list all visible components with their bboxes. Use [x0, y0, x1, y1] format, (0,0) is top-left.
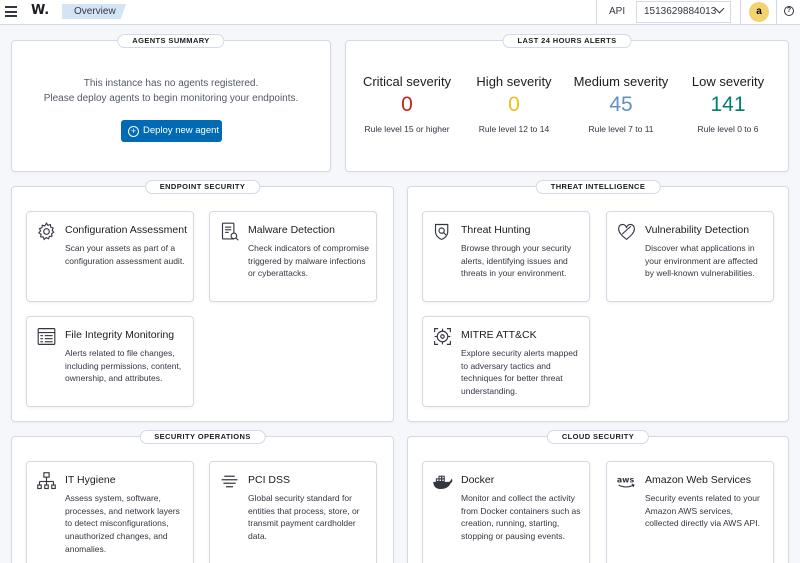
divider [596, 0, 597, 25]
malware-detection-card[interactable]: Malware Detection Check indicators of co… [209, 211, 377, 302]
docker-card[interactable]: Docker Monitor and collect the activity … [422, 461, 590, 563]
document-icon [219, 221, 240, 242]
card-title: Docker [461, 474, 495, 486]
severity-count[interactable]: 0 [508, 93, 520, 116]
card-description: Explore security alerts mapped to advers… [461, 348, 578, 397]
severity-rule: Rule level 12 to 14 [478, 124, 550, 134]
pci-dss-card[interactable]: PCI DSS Global security standard for ent… [209, 461, 377, 563]
no-agents-message: This instance has no agents registered. … [12, 76, 330, 106]
it-hygiene-card[interactable]: IT Hygiene Assess system, software, proc… [26, 461, 194, 563]
aws-icon: aws [616, 471, 637, 492]
lines-icon [219, 471, 240, 492]
amazon-web-services-card[interactable]: aws Amazon Web Services Security events … [606, 461, 774, 563]
threat-hunting-card[interactable]: Threat Hunting Browse through your secur… [422, 211, 590, 302]
mitre-attack-card[interactable]: MITRE ATT&CK Explore security alerts map… [422, 316, 590, 407]
heart-shield-icon [616, 221, 637, 242]
network-icon [36, 471, 57, 492]
endpoint-security-title: ENDPOINT SECURITY [144, 180, 261, 194]
severity-name: Low severity [691, 74, 765, 89]
user-avatar[interactable]: a [749, 2, 769, 22]
card-description: Scan your assets as part of a configurat… [65, 243, 185, 266]
agents-summary-title: AGENTS SUMMARY [117, 34, 225, 48]
card-title: Vulnerability Detection [645, 224, 750, 236]
severity-count[interactable]: 0 [401, 93, 413, 116]
security-operations-title: SECURITY OPERATIONS [139, 430, 266, 444]
severity-name: Medium severity [573, 74, 669, 89]
card-description: Discover what applications in your envir… [645, 243, 758, 279]
target-icon [432, 326, 453, 347]
svg-text:aws: aws [617, 475, 635, 484]
plus-circle-icon: + [128, 125, 139, 137]
card-description: Global security standard for entities th… [248, 493, 360, 542]
card-description: Check indicators of compromise triggered… [248, 243, 369, 279]
severity-name: High severity [476, 74, 552, 89]
table-icon [36, 326, 57, 347]
card-description: Monitor and collect the activity from Do… [461, 493, 581, 542]
vulnerability-detection-card[interactable]: Vulnerability Detection Discover what ap… [606, 211, 774, 302]
card-title: Configuration Assessment [65, 224, 187, 236]
top-header: W. Overview API 1513629884013 a ? [0, 0, 800, 25]
app-logo[interactable]: W. [31, 3, 50, 18]
card-title: Amazon Web Services [645, 474, 752, 486]
api-label[interactable]: API [609, 6, 626, 17]
alerts-title: LAST 24 HOURS ALERTS [502, 34, 632, 48]
no-agents-line2: Please deploy agents to begin monitoring… [43, 93, 299, 104]
card-title: File Integrity Monitoring [65, 329, 175, 341]
severity-count[interactable]: 141 [710, 93, 746, 116]
card-title: PCI DSS [248, 474, 291, 486]
card-title: MITRE ATT&CK [461, 329, 537, 341]
shield-search-icon [432, 221, 453, 242]
divider [776, 0, 777, 25]
deploy-new-agent-button[interactable]: + Deploy new agent [121, 120, 222, 142]
file-integrity-monitoring-card[interactable]: File Integrity Monitoring Alerts related… [26, 316, 194, 407]
card-title: Threat Hunting [461, 224, 531, 236]
severity-rule: Rule level 0 to 6 [697, 124, 759, 134]
agents-summary-panel: AGENTS SUMMARY This instance has no agen… [11, 34, 331, 172]
divider [740, 0, 741, 25]
card-description: Browse through your security alerts, ide… [461, 243, 572, 279]
severity-rule: Rule level 15 or higher [364, 124, 450, 134]
threat-intelligence-title: THREAT INTELLIGENCE [535, 180, 661, 194]
critical-severity-stat[interactable]: Critical severity 0 Rule level 15 or hig… [352, 74, 462, 134]
cloud-security-title: CLOUD SECURITY [546, 430, 650, 444]
card-title: Malware Detection [248, 224, 335, 236]
security-operations-panel: SECURITY OPERATIONS IT Hygiene Assess sy… [11, 430, 394, 563]
severity-rule: Rule level 7 to 11 [588, 124, 654, 134]
cloud-security-panel: CLOUD SECURITY Docker Monitor and collec… [407, 430, 789, 563]
api-selector-value: 1513629884013 [644, 6, 717, 17]
api-selector[interactable]: 1513629884013 [636, 1, 731, 23]
breadcrumb-overview[interactable]: Overview [62, 4, 126, 19]
help-icon[interactable]: ? [784, 6, 794, 16]
severity-count[interactable]: 45 [609, 93, 633, 116]
configuration-assessment-card[interactable]: Configuration Assessment Scan your asset… [26, 211, 194, 302]
docker-icon [432, 471, 453, 492]
hamburger-menu-icon[interactable] [5, 6, 17, 18]
card-title: IT Hygiene [65, 474, 116, 486]
severity-name: Critical severity [362, 74, 452, 89]
gear-icon [36, 221, 57, 242]
card-description: Alerts related to file changes, includin… [65, 348, 182, 384]
high-severity-stat[interactable]: High severity 0 Rule level 12 to 14 [459, 74, 569, 134]
deploy-button-label: Deploy new agent [143, 125, 220, 136]
low-severity-stat[interactable]: Low severity 141 Rule level 0 to 6 [673, 74, 783, 134]
card-description: Security events related to your Amazon A… [645, 493, 760, 529]
card-description: Assess system, software, processes, and … [65, 493, 180, 554]
endpoint-security-panel: ENDPOINT SECURITY Configuration Assessme… [11, 180, 394, 422]
medium-severity-stat[interactable]: Medium severity 45 Rule level 7 to 11 [566, 74, 676, 134]
threat-intelligence-panel: THREAT INTELLIGENCE Threat Hunting Brows… [407, 180, 789, 422]
no-agents-line1: This instance has no agents registered. [83, 78, 259, 89]
alerts-panel: LAST 24 HOURS ALERTS Critical severity 0… [345, 34, 789, 172]
